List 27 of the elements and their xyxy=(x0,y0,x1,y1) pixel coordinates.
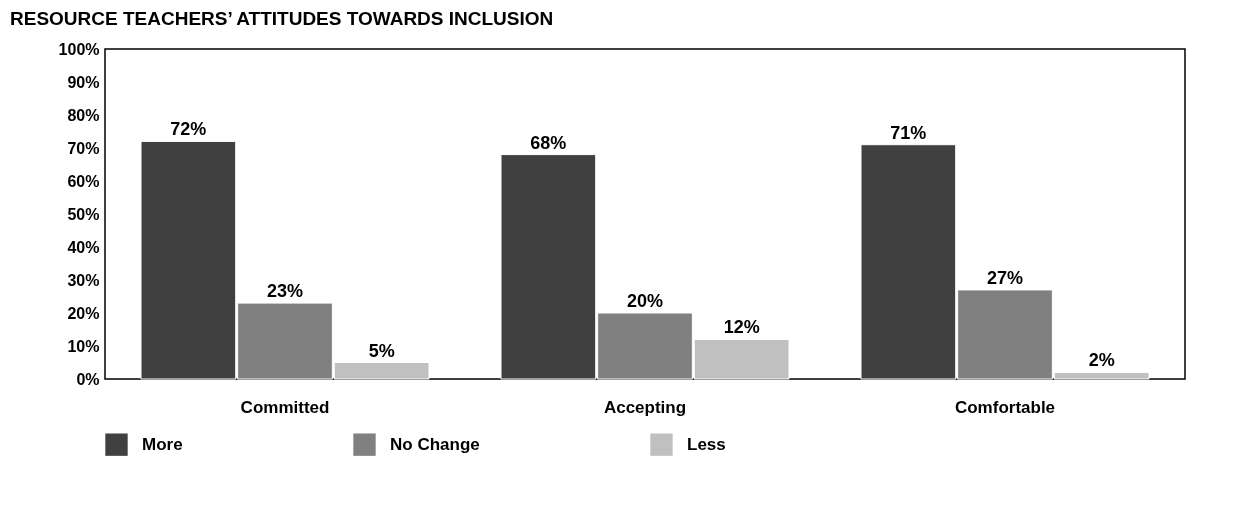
x-tick-label: Comfortable xyxy=(954,397,1056,417)
y-tick-label: 100% xyxy=(58,40,100,58)
y-tick-label: 20% xyxy=(67,304,100,322)
y-tick-label: 80% xyxy=(67,106,100,124)
data-label: 27% xyxy=(986,267,1024,288)
data-label: 5% xyxy=(368,340,395,361)
data-label: 68% xyxy=(530,132,567,153)
y-tick-label: 40% xyxy=(67,238,100,256)
data-label: 2% xyxy=(1088,350,1115,371)
legend-label: No Change xyxy=(390,434,480,454)
y-tick-label: 60% xyxy=(67,172,100,190)
data-label: 12% xyxy=(723,317,760,338)
y-tick-label: 90% xyxy=(67,73,100,91)
x-tick-label: Accepting xyxy=(603,397,687,417)
y-tick-label: 70% xyxy=(67,139,100,157)
y-tick-label: 50% xyxy=(67,205,100,223)
data-label: 72% xyxy=(170,119,207,140)
x-tick-label: Committed xyxy=(240,397,330,417)
legend-label: More xyxy=(142,434,183,454)
y-tick-label: 0% xyxy=(76,370,100,388)
data-label: 71% xyxy=(890,122,927,143)
chart-title: RESOURCE TEACHERS’ ATTITUDES TOWARDS INCLUSION xyxy=(10,8,554,29)
data-label: 23% xyxy=(266,281,304,302)
legend-label: Less xyxy=(687,434,726,454)
y-tick-label: 10% xyxy=(67,337,100,355)
y-tick-label: 30% xyxy=(67,271,100,289)
data-label: 20% xyxy=(626,291,664,311)
